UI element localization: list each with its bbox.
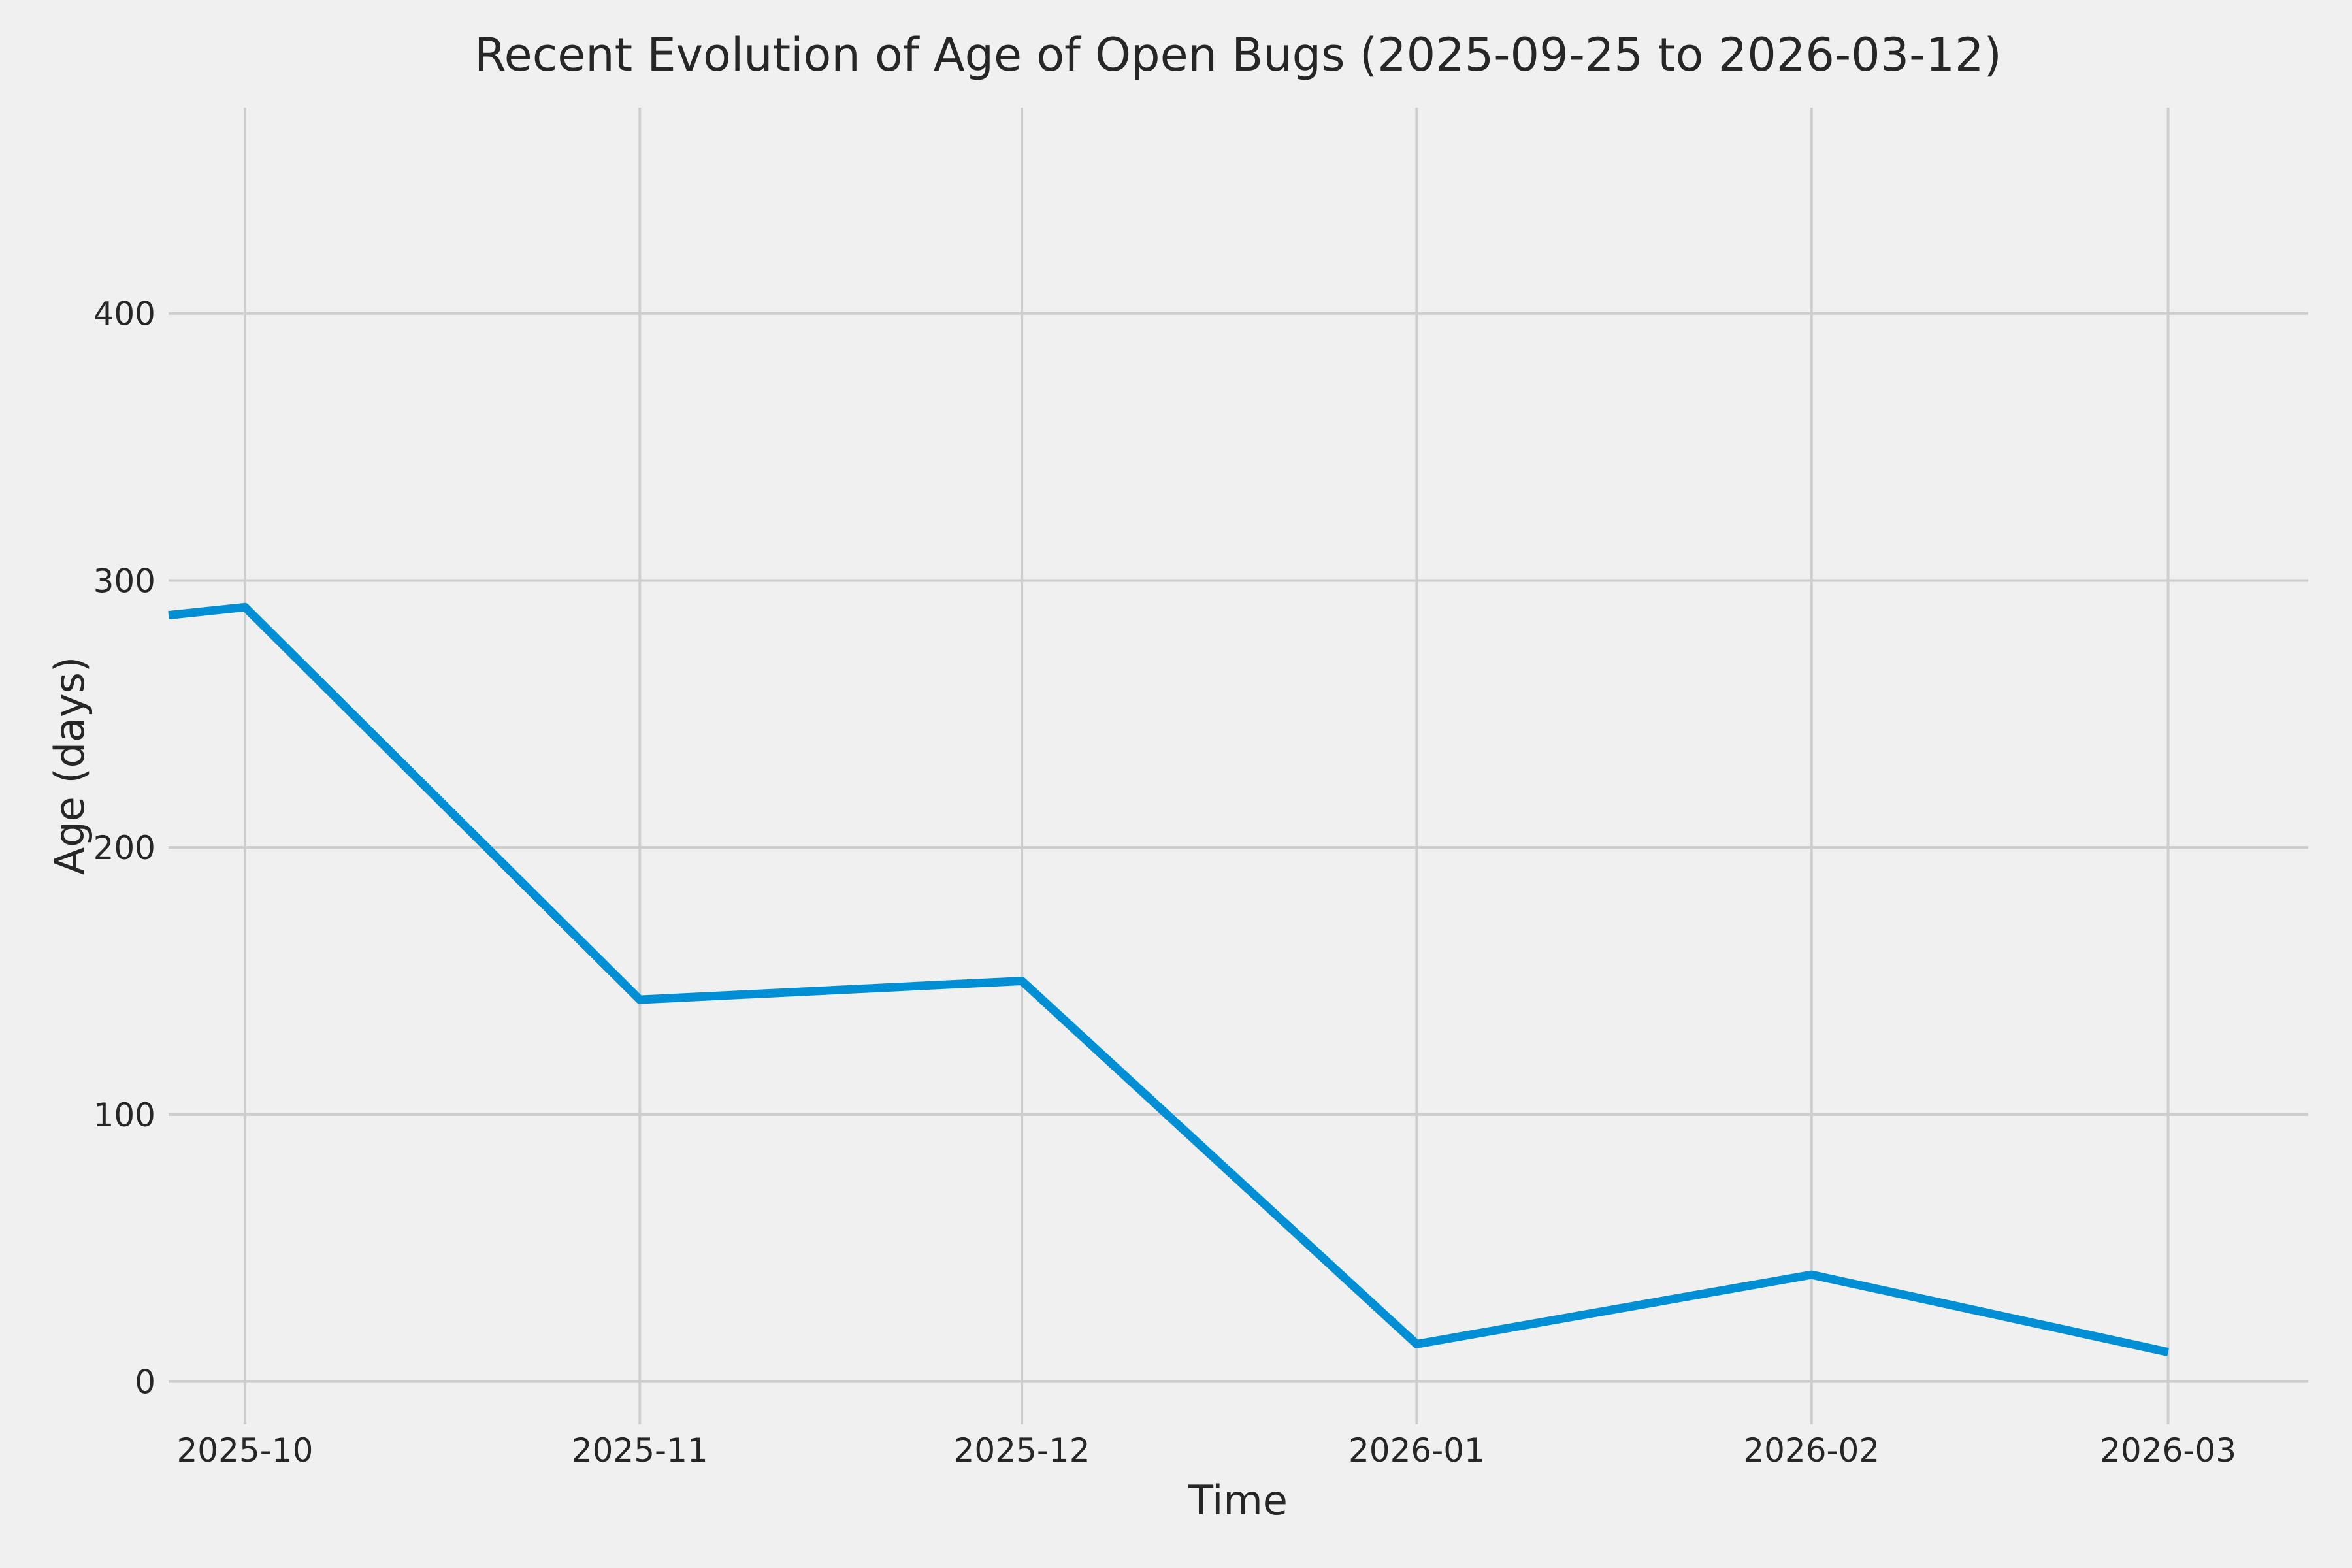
horizontal-gridlines: [169, 312, 2308, 1383]
y-tick-label-100: 100: [93, 1096, 155, 1134]
y-tick-label-200: 200: [93, 829, 155, 867]
chart-title: Recent Evolution of Age of Open Bugs (20…: [474, 28, 2002, 82]
y-axis-label: Age (days): [46, 657, 93, 875]
vertical-gridlines: [243, 108, 2170, 1424]
data-line: [168, 602, 2169, 1356]
x-tick-label-2025-11: 2025-11: [572, 1431, 708, 1469]
x-axis-tick-labels: 2025-10 2025-11 2025-12 2026-01 2026-02 2026-…: [177, 1431, 2237, 1469]
x-axis-label: Time: [1188, 1477, 1288, 1524]
y-tick-label-300: 300: [93, 562, 155, 600]
y-tick-label-400: 400: [93, 295, 155, 333]
x-tick-label-2025-12: 2025-12: [954, 1431, 1090, 1469]
x-tick-label-2026-02: 2026-02: [1743, 1431, 1880, 1469]
x-tick-label-2025-10: 2025-10: [177, 1431, 314, 1469]
y-tick-label-0: 0: [135, 1364, 155, 1401]
x-tick-label-2026-01: 2026-01: [1348, 1431, 1485, 1469]
y-axis-tick-labels: 0 100 200 300 400: [93, 295, 155, 1401]
x-tick-label-2026-03: 2026-03: [2100, 1431, 2236, 1469]
